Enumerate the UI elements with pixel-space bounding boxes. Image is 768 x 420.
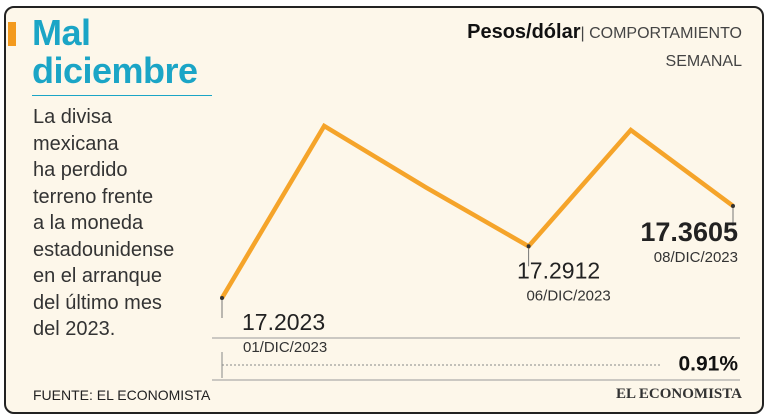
- body-line: estadounidense: [33, 238, 175, 261]
- value-label: 17.3605: [640, 217, 738, 247]
- chart-title: Pesos/dólar: [467, 21, 581, 43]
- point: [731, 203, 735, 208]
- body-line: La divisa: [33, 106, 112, 128]
- chart-subtitle: | COMPORTAMIENTO SEMANAL: [580, 25, 743, 70]
- line: [220, 122, 735, 300]
- body-text: La divisa mexicana ha perdido terreno frent…: [33, 104, 174, 343]
- accent-bar: [8, 22, 16, 46]
- logo: EL ECONOMISTA: [616, 386, 742, 402]
- body-line: a la moneda: [33, 212, 144, 234]
- value-label: 17.2023: [242, 309, 325, 335]
- source: FUENTE: EL ECONOMISTA: [33, 387, 211, 403]
- point: [526, 244, 531, 249]
- title-rule: [32, 95, 212, 96]
- change-label: 0.91%: [678, 353, 738, 376]
- body-line: ha perdido: [33, 159, 128, 181]
- point: [220, 296, 224, 300]
- value-label: 17.2912: [517, 257, 600, 283]
- frame: [4, 6, 764, 414]
- body-line: mexicana: [33, 132, 119, 155]
- title: Mal diciembre: [32, 12, 198, 91]
- date-label: 06/DIC/2023: [526, 287, 610, 304]
- date-label: 08/DIC/2023: [654, 249, 738, 266]
- body-line: terreno frente: [33, 185, 154, 208]
- body-line: en el arranque: [33, 265, 162, 287]
- date-label: 01/DIC/2023: [243, 339, 327, 356]
- body-line: del 2023.: [33, 318, 116, 340]
- body-line: del último mes: [33, 291, 162, 314]
- chart-heading: Pesos/dólar| COMPORTAMIENTO SEMANAL: [422, 18, 742, 76]
